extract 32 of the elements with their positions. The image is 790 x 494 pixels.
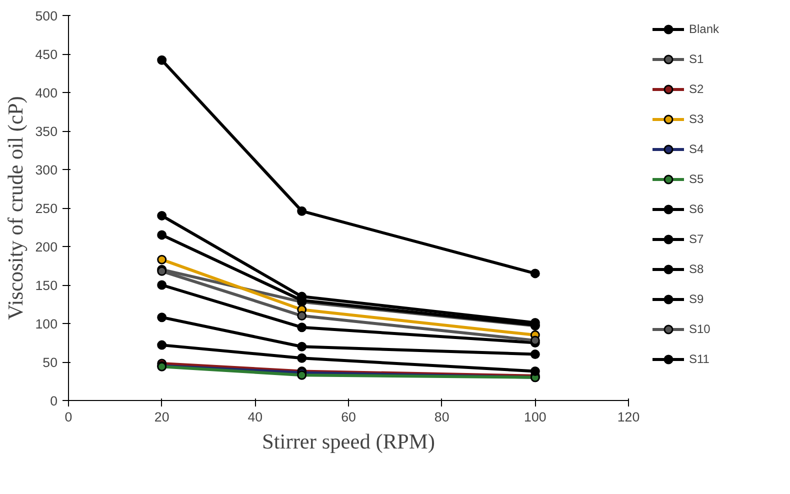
y-tick-label: 0 (50, 394, 58, 408)
x-tick-label: 0 (64, 410, 72, 424)
y-axis-title: Viscosity of crude oil (cP) (3, 96, 28, 320)
y-tick-label: 250 (35, 201, 58, 216)
legend-label: S10 (689, 322, 710, 336)
legend-label: Blank (689, 22, 720, 36)
legend-label: S8 (689, 262, 705, 276)
y-tick-label: 50 (42, 355, 58, 370)
x-tick-label: 60 (341, 410, 356, 424)
y-tick-label: 350 (35, 124, 58, 139)
y-tick-label: 450 (35, 47, 58, 62)
x-tick-label: 20 (154, 410, 170, 424)
x-tick-label: 100 (524, 410, 546, 424)
y-tick-label: 200 (35, 240, 58, 254)
legend-label: S5 (689, 172, 705, 186)
x-tick-label: 80 (434, 410, 450, 424)
y-tick-label: 300 (35, 162, 58, 178)
legend-label: S6 (689, 202, 705, 216)
x-axis-title: Stirrer speed (RPM) (262, 430, 435, 454)
y-tick-label: 150 (35, 278, 58, 293)
y-tick-label: 500 (35, 8, 58, 24)
legend-label: S7 (689, 232, 705, 246)
legend-label: S4 (689, 142, 705, 156)
x-tick-label: 120 (617, 410, 640, 424)
legend-label: S1 (689, 52, 705, 66)
legend-label: S3 (689, 112, 705, 126)
x-tick-label: 40 (248, 410, 263, 424)
legend-label: S11 (689, 352, 710, 366)
y-tick-label: 400 (35, 86, 58, 100)
y-tick-label: 100 (35, 316, 58, 332)
legend-label: S2 (689, 82, 705, 96)
legend-label: S9 (689, 292, 705, 306)
